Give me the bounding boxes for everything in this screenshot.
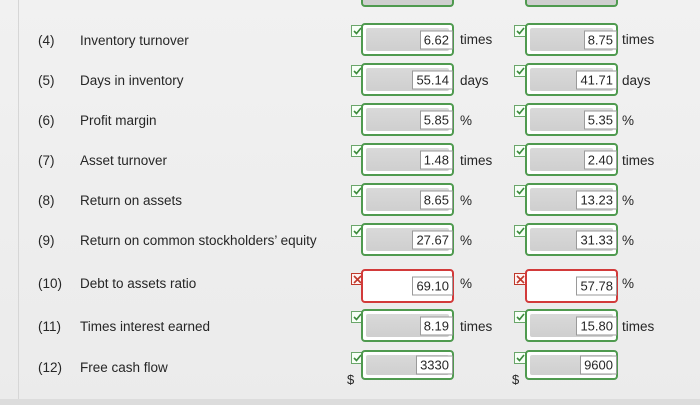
unit-label: % — [460, 193, 473, 208]
unit-label: % — [460, 113, 473, 128]
input-value[interactable]: 69.10 — [412, 276, 453, 296]
input-value[interactable]: 13.23 — [576, 190, 617, 209]
answer-input-a[interactable]: 27.67 — [361, 223, 454, 256]
ratio-row: (9) Return on common stockholders’ equity… — [0, 223, 700, 273]
correct-check-icon — [514, 25, 526, 37]
answer-input-b[interactable]: 57.78 — [525, 269, 618, 303]
answer-input-a[interactable]: 6.62 — [361, 23, 454, 56]
input-value[interactable]: 27.67 — [412, 230, 453, 249]
ratio-row: (6) Profit margin 5.85% 5.35% — [0, 103, 700, 153]
row-number: (4) — [38, 33, 55, 48]
row-number: (12) — [38, 360, 63, 375]
row-number: (6) — [38, 113, 55, 128]
answer-input-a[interactable]: 69.10 — [361, 269, 454, 303]
ratio-row: (7) Asset turnover 1.48 times 2.40 times — [0, 143, 700, 193]
ratio-label: Return on common stockholders’ equity — [80, 233, 317, 248]
answer-field-prev-b — [525, 0, 618, 7]
unit-label: % — [622, 193, 635, 208]
ratio-label: Days in inventory — [80, 73, 184, 88]
ratio-label: Free cash flow — [80, 360, 168, 375]
correct-check-icon — [351, 65, 363, 77]
input-value[interactable]: 31.33 — [576, 230, 617, 249]
ratio-row: (12) Free cash flow $3330 $9600 — [0, 350, 700, 400]
unit-label: days — [622, 73, 651, 88]
answer-input-b[interactable]: 5.35 — [525, 103, 618, 136]
unit-label: times — [460, 153, 493, 168]
ratio-label: Times interest earned — [80, 319, 211, 334]
input-value[interactable]: 1.48 — [419, 150, 453, 169]
answer-input-a[interactable]: 1.48 — [361, 143, 454, 176]
input-value[interactable]: 6.62 — [419, 30, 453, 49]
input-value[interactable]: 5.85 — [419, 110, 453, 129]
ratio-row: (10) Debt to assets ratio 69.10% 57.78% — [0, 269, 700, 316]
input-value[interactable]: 57.78 — [576, 276, 617, 296]
ratio-label: Inventory turnover — [80, 33, 189, 48]
ratio-label: Debt to assets ratio — [80, 276, 197, 291]
correct-check-icon — [514, 185, 526, 197]
input-value[interactable]: 8.65 — [419, 190, 453, 209]
unit-label: % — [622, 113, 635, 128]
ratio-label: Return on assets — [80, 193, 183, 208]
answer-input-b[interactable]: 13.23 — [525, 183, 618, 216]
unit-label: % — [622, 233, 635, 248]
input-value[interactable]: 8.75 — [583, 30, 617, 49]
input-value[interactable]: 15.80 — [576, 316, 617, 335]
ratio-row: (4) Inventory turnover 6.62 times 8.75 times — [0, 23, 700, 73]
row-number: (9) — [38, 233, 55, 248]
answer-input-a[interactable]: 8.19 — [361, 309, 454, 342]
answer-field-prev-a — [361, 0, 454, 7]
unit-label: times — [622, 153, 655, 168]
currency-prefix: $ — [512, 372, 520, 387]
left-border — [18, 0, 19, 405]
input-value[interactable]: 5.35 — [583, 110, 617, 129]
input-value[interactable]: 9600 — [580, 355, 617, 375]
unit-label: days — [460, 73, 489, 88]
currency-prefix: $ — [347, 372, 355, 387]
unit-label: % — [460, 276, 473, 291]
answer-input-b[interactable]: 8.75 — [525, 23, 618, 56]
correct-check-icon — [514, 145, 526, 157]
bottom-divider — [0, 399, 700, 405]
answer-input-a[interactable]: 55.14 — [361, 63, 454, 96]
input-value[interactable]: 3330 — [416, 355, 453, 375]
row-number: (5) — [38, 73, 55, 88]
correct-check-icon — [351, 185, 363, 197]
answer-input-a[interactable]: 5.85 — [361, 103, 454, 136]
unit-label: times — [622, 32, 655, 47]
answer-input-b[interactable]: 2.40 — [525, 143, 618, 176]
answer-input-a[interactable]: 8.65 — [361, 183, 454, 216]
input-value[interactable]: 2.40 — [583, 150, 617, 169]
answer-input-b[interactable]: 31.33 — [525, 223, 618, 256]
answer-input-a[interactable]: 3330 — [361, 350, 454, 380]
ratio-row: (5) Days in inventory 55.14 days 41.71 days — [0, 63, 700, 113]
input-value[interactable]: 55.14 — [412, 70, 453, 89]
row-number: (7) — [38, 153, 55, 168]
unit-label: times — [460, 319, 493, 334]
unit-label: % — [622, 276, 635, 291]
unit-label: times — [622, 319, 655, 334]
row-number: (8) — [38, 193, 55, 208]
ratio-row: (11) Times interest earned 8.19 times 15.80 t… — [0, 309, 700, 359]
ratio-label: Asset turnover — [80, 153, 168, 168]
unit-label: times — [460, 32, 493, 47]
answer-input-b[interactable]: 9600 — [525, 350, 618, 380]
row-number: (10) — [38, 276, 63, 291]
correct-check-icon — [514, 105, 526, 117]
input-value[interactable]: 8.19 — [419, 316, 453, 335]
ratio-row: (8) Return on assets 8.65% 13.23% — [0, 183, 700, 233]
unit-label: % — [460, 233, 473, 248]
row-number: (11) — [38, 319, 62, 334]
answer-input-b[interactable]: 15.80 — [525, 309, 618, 342]
ratio-label: Profit margin — [80, 113, 157, 128]
answer-input-b[interactable]: 41.71 — [525, 63, 618, 96]
input-value[interactable]: 41.71 — [576, 70, 617, 89]
